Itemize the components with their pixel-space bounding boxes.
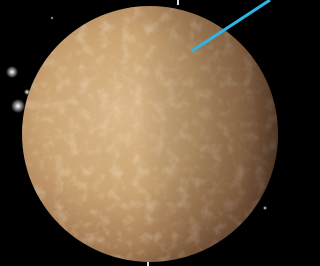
star	[263, 206, 267, 210]
scene	[0, 0, 284, 266]
planet	[22, 6, 278, 262]
planet-surface	[22, 6, 278, 262]
shadow	[22, 6, 278, 262]
star	[51, 17, 54, 20]
page: (() => { const data = JSON.parse(documen…	[0, 0, 284, 266]
star	[11, 99, 25, 113]
star	[6, 66, 18, 78]
